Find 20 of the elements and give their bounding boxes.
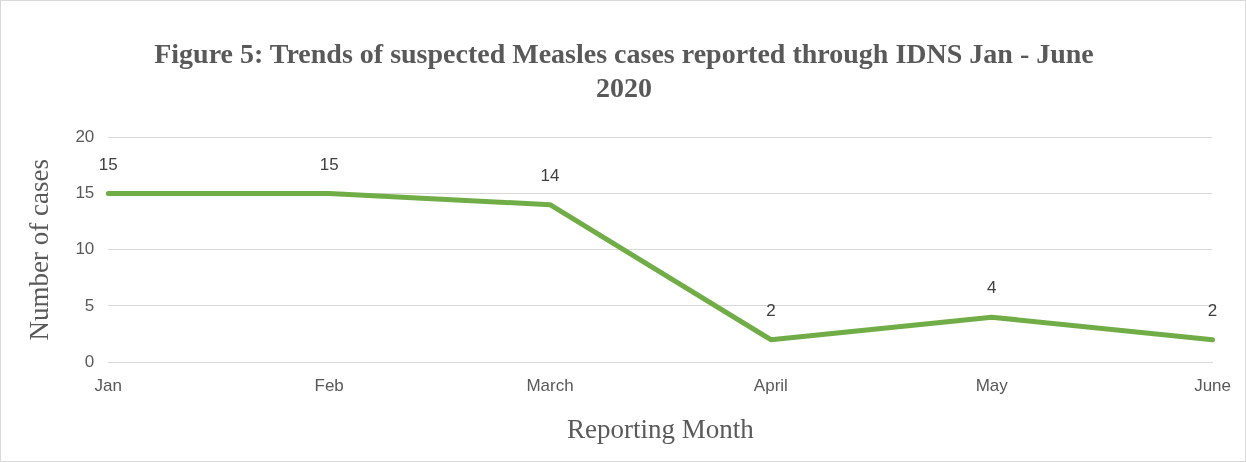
x-tick-label: April — [753, 376, 788, 396]
data-label: 2 — [1207, 300, 1218, 320]
x-tick-label: May — [975, 376, 1009, 396]
x-tick-label: June — [1194, 376, 1232, 396]
data-label: 4 — [986, 278, 997, 298]
y-tick-label: 15 — [75, 183, 95, 203]
chart-title: Figure 5: Trends of suspected Measles cases reported through IDNS Jan - June 2020 — [153, 37, 1095, 105]
x-axis-title: Reporting Month — [567, 413, 755, 444]
y-tick-label: 0 — [84, 351, 95, 371]
x-tick-label: Jan — [94, 376, 123, 396]
data-label: 15 — [319, 154, 339, 174]
data-label: 14 — [540, 165, 560, 185]
y-tick-label: 20 — [75, 126, 95, 146]
x-tick-label: Feb — [314, 376, 344, 396]
data-label: 2 — [766, 300, 776, 320]
y-axis-title: Number of cases — [24, 158, 55, 341]
y-tick-label: 5 — [84, 295, 95, 315]
x-tick-label: March — [526, 376, 574, 396]
y-tick-label: 10 — [75, 239, 95, 259]
data-label: 15 — [98, 154, 118, 174]
